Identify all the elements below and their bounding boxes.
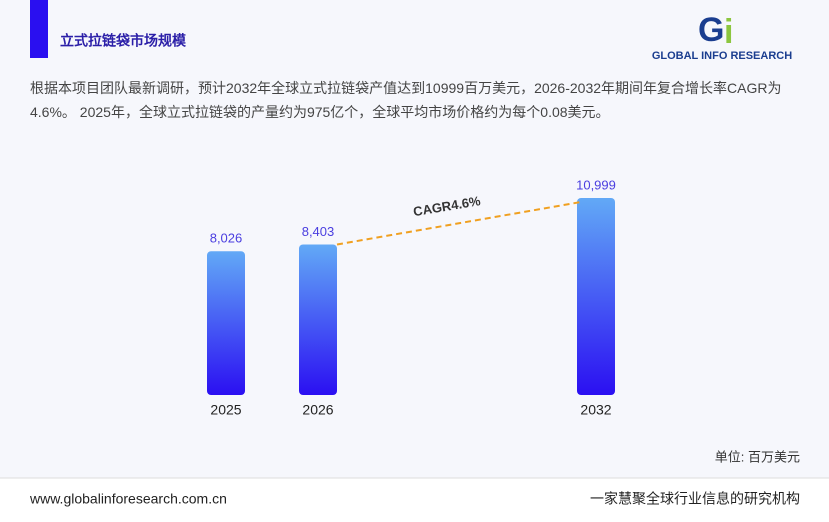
footer-bg: [0, 478, 829, 522]
unit-label: 单位: 百万美元: [715, 449, 800, 464]
header-accent: [30, 0, 48, 58]
footer-url: www.globalinforesearch.com.cn: [29, 491, 227, 507]
description: 根据本项目团队最新调研，预计2032年全球立式拉链袋产值达到10999百万美元，…: [30, 80, 782, 120]
footer-slogan: 一家慧聚全球行业信息的研究机构: [590, 491, 800, 507]
value-label: 10,999: [576, 177, 616, 192]
logo: G i GLOBAL INFO RESEARCH: [652, 11, 792, 62]
logo-mark: G: [698, 11, 724, 49]
header-title: 立式拉链袋市场规模: [60, 33, 187, 49]
value-label: 8,026: [210, 231, 243, 246]
logo-text: GLOBAL INFO RESEARCH: [652, 50, 792, 62]
x-tick-label: 2032: [580, 402, 611, 418]
x-tick-label: 2025: [210, 402, 241, 418]
cagr-line: [336, 201, 582, 246]
logo-mark: i: [724, 13, 733, 51]
bar: [207, 251, 245, 395]
bar: [299, 244, 337, 395]
bar: [577, 198, 615, 395]
value-label: 8,403: [302, 224, 335, 239]
cagr-annotation: CAGR4.6%: [412, 193, 482, 219]
x-tick-label: 2026: [302, 402, 333, 418]
